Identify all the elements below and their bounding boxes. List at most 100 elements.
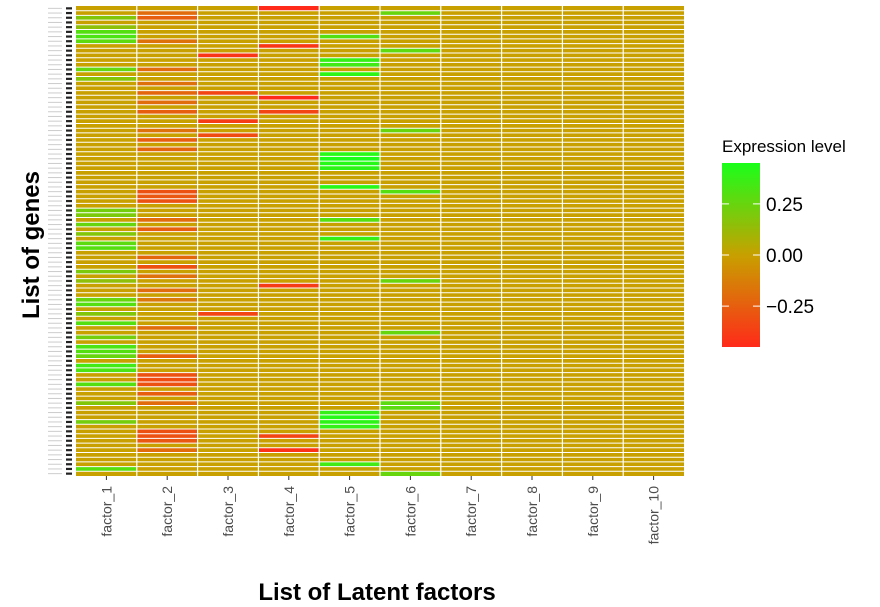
heatmap-cell xyxy=(137,109,198,114)
heatmap-cell xyxy=(76,39,137,44)
heatmap-cell xyxy=(137,147,198,152)
x-tick-label: factor_9 xyxy=(585,486,601,537)
heatmap-cell xyxy=(198,133,259,138)
heatmap-cell xyxy=(258,109,319,114)
heatmap-cell xyxy=(258,6,319,11)
heatmap-cell xyxy=(76,77,137,82)
heatmap-cell xyxy=(137,67,198,72)
heatmap-cell xyxy=(137,265,198,270)
heatmap-cell xyxy=(319,218,380,223)
y-axis-title: List of genes xyxy=(18,171,45,319)
x-tick-label: factor_2 xyxy=(159,486,175,537)
heatmap-cell xyxy=(76,321,137,326)
heatmap-cell xyxy=(76,269,137,274)
heatmap-cell xyxy=(76,344,137,349)
heatmap-cell xyxy=(76,246,137,251)
heatmap-cell xyxy=(76,213,137,218)
heatmap-cell xyxy=(137,81,198,86)
heatmap-cell xyxy=(137,377,198,382)
heatmap-grid xyxy=(76,6,684,476)
legend-tick-label: −0.25 xyxy=(766,297,814,318)
legend-title: Expression level xyxy=(722,137,846,156)
heatmap-cell xyxy=(137,91,198,96)
heatmap-cell xyxy=(76,312,137,317)
x-tick-label: factor_3 xyxy=(220,486,236,537)
heatmap-cell xyxy=(137,274,198,279)
heatmap-cell xyxy=(76,363,137,368)
heatmap-cell xyxy=(258,434,319,439)
heatmap-cell xyxy=(319,185,380,190)
heatmap-cell xyxy=(76,467,137,472)
heatmap-cell xyxy=(137,227,198,232)
heatmap-cell xyxy=(76,279,137,284)
heatmap-cell xyxy=(319,161,380,166)
heatmap-cell xyxy=(198,119,259,124)
heatmap-cell xyxy=(137,434,198,439)
heatmap-cell xyxy=(76,232,137,237)
heatmap-cell xyxy=(380,406,441,411)
heatmap-cell xyxy=(76,34,137,39)
heatmap-cell xyxy=(137,288,198,293)
heatmap-cell xyxy=(76,208,137,213)
heatmap-cell xyxy=(319,166,380,171)
heatmap-cell xyxy=(319,462,380,467)
heatmap-cell xyxy=(380,471,441,476)
heatmap-cell xyxy=(76,382,137,387)
x-tick-label: factor_8 xyxy=(524,486,540,537)
heatmap-cell xyxy=(137,128,198,133)
heatmap-cell xyxy=(137,326,198,331)
heatmap-cell xyxy=(258,95,319,100)
heatmap-cell xyxy=(319,415,380,420)
x-tick-label: factor_10 xyxy=(646,486,662,545)
heatmap-cell xyxy=(137,297,198,302)
x-tick-label: factor_4 xyxy=(281,486,297,537)
heatmap-cell xyxy=(137,382,198,387)
heatmap-cell xyxy=(76,30,137,35)
heatmap-cell xyxy=(76,15,137,20)
heatmap-cell xyxy=(319,34,380,39)
heatmap-cell xyxy=(319,420,380,425)
heatmap-cell xyxy=(137,194,198,199)
legend: Expression level 0.25 0.00 −0.25 xyxy=(722,137,846,347)
heatmap-cell xyxy=(76,302,137,307)
heatmap-cell xyxy=(76,25,137,30)
heatmap-cell xyxy=(137,39,198,44)
heatmap-cell xyxy=(319,62,380,67)
x-tick-label: factor_1 xyxy=(98,486,114,537)
heatmap-cell xyxy=(137,438,198,443)
heatmap-cell xyxy=(319,72,380,77)
heatmap-cell xyxy=(76,241,137,246)
heatmap-cell xyxy=(319,410,380,415)
heatmap-cell xyxy=(137,15,198,20)
heatmap-cell xyxy=(198,312,259,317)
heatmap-cell xyxy=(137,255,198,260)
heatmap-cell xyxy=(137,100,198,105)
heatmap-cell xyxy=(319,156,380,161)
heatmap-cell xyxy=(137,429,198,434)
heatmap-cell xyxy=(76,335,137,340)
heatmap-cell xyxy=(380,11,441,16)
heatmap-cell xyxy=(198,53,259,58)
heatmap-cell xyxy=(198,91,259,96)
heatmap-cell xyxy=(319,58,380,63)
heatmap-cell xyxy=(76,401,137,406)
heatmap-cell xyxy=(76,354,137,359)
heatmap-cell xyxy=(76,368,137,373)
legend-tick-label: 0.25 xyxy=(766,195,803,216)
heatmap-cell xyxy=(137,138,198,143)
heatmap-cell xyxy=(380,128,441,133)
heatmap-cell xyxy=(319,236,380,241)
heatmap-cell xyxy=(76,349,137,354)
x-tick-label: factor_5 xyxy=(342,486,358,537)
heatmap-cell xyxy=(137,401,198,406)
heatmap-cell xyxy=(380,401,441,406)
heatmap-cell xyxy=(137,354,198,359)
heatmap-cell xyxy=(380,48,441,53)
heatmap-cell xyxy=(380,279,441,284)
heatmap-cell xyxy=(380,330,441,335)
heatmap-cell xyxy=(137,189,198,194)
heatmap-cell xyxy=(137,218,198,223)
y-axis-ticks xyxy=(48,8,72,473)
heatmap-cell xyxy=(258,44,319,49)
heatmap-cell xyxy=(76,297,137,302)
